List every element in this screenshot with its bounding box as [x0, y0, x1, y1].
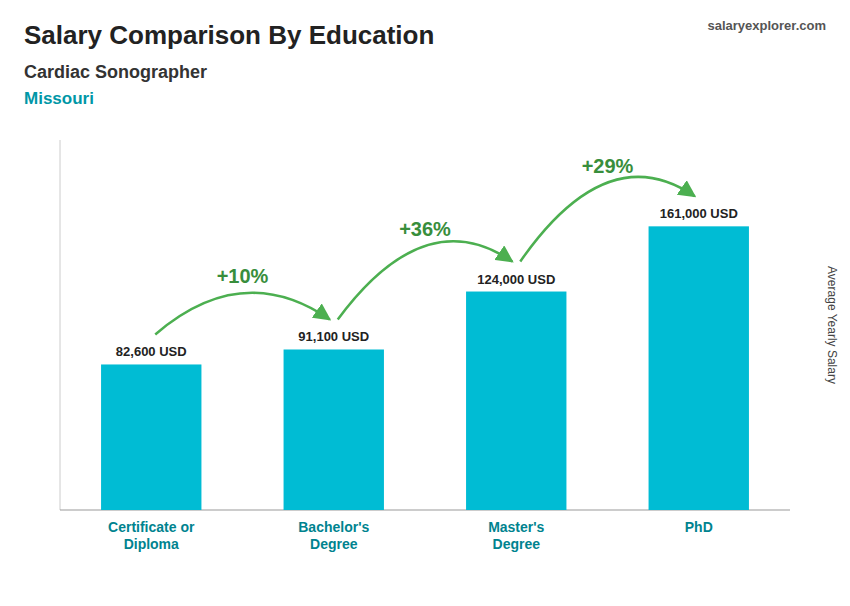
x-tick-label: Master'sDegree [488, 519, 544, 552]
x-tick-label: Certificate orDiploma [108, 519, 195, 552]
bars [101, 226, 749, 510]
y-axis-line [60, 140, 61, 510]
x-tick-label: PhD [685, 519, 713, 535]
change-arrow [338, 241, 513, 319]
source: salaryexplorer.com [707, 18, 826, 33]
bar [284, 349, 384, 510]
annotation: +10% [217, 265, 269, 287]
annotation: +29% [582, 155, 634, 177]
annotation: +36% [399, 218, 451, 240]
change-arrow [155, 293, 330, 335]
x-tick-label: Bachelor'sDegree [298, 519, 369, 552]
data-label: 124,000 USD [477, 272, 555, 287]
data-label: 91,100 USD [298, 329, 369, 344]
bar [466, 292, 566, 510]
subtitle: Cardiac Sonographer [24, 62, 207, 82]
bar [649, 226, 749, 510]
data-label: 82,600 USD [116, 344, 187, 359]
location: Missouri [24, 89, 94, 108]
data-label: 161,000 USD [660, 206, 738, 221]
y-axis-label: Average Yearly Salary [825, 266, 839, 384]
title: Salary Comparison By Education [24, 20, 434, 50]
change-arrow [520, 177, 695, 262]
chart: Salary Comparison By Education Cardiac So… [0, 0, 850, 606]
bar [101, 364, 201, 510]
